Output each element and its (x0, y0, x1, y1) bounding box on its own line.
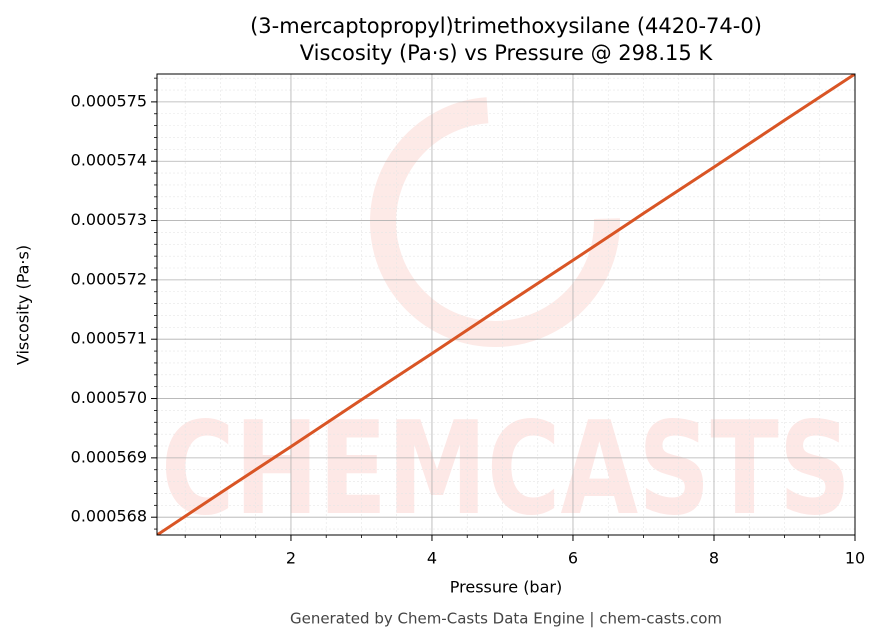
y-tick-label: 0.000575 (71, 91, 147, 110)
watermark-swirl (370, 97, 620, 347)
footer: Generated by Chem-Casts Data Engine | ch… (290, 610, 722, 628)
x-axis-label: Pressure (bar) (450, 578, 562, 597)
x-tick-label: 4 (427, 549, 437, 568)
x-tick-label: 6 (568, 549, 578, 568)
y-tick-label: 0.000569 (71, 447, 147, 466)
y-tick-label: 0.000573 (71, 210, 147, 229)
series-group (157, 74, 855, 535)
y-tick-label: 0.000571 (71, 329, 147, 348)
data-line (157, 74, 855, 535)
chart-subtitle: Viscosity (Pa·s) vs Pressure @ 298.15 K (300, 41, 714, 65)
watermark-logo (370, 97, 620, 347)
x-tick-label: 8 (709, 549, 719, 568)
y-tick-label: 0.000568 (71, 507, 147, 526)
x-tick-label: 2 (286, 549, 296, 568)
x-tick-label: 10 (845, 549, 865, 568)
plot-area: 2 4 6 8 10 0.000568 0.000569 0.000570 0.000571 0.… (71, 73, 865, 568)
plot-frame (156, 73, 856, 536)
chart-title: (3-mercaptopropyl)trimethoxysilane (4420… (250, 14, 762, 38)
y-tick-label: 0.000574 (71, 151, 147, 170)
y-tick-label: 0.000570 (71, 388, 147, 407)
y-axis-label: Viscosity (Pa·s) (14, 245, 33, 365)
y-tick-label: 0.000572 (71, 269, 147, 288)
